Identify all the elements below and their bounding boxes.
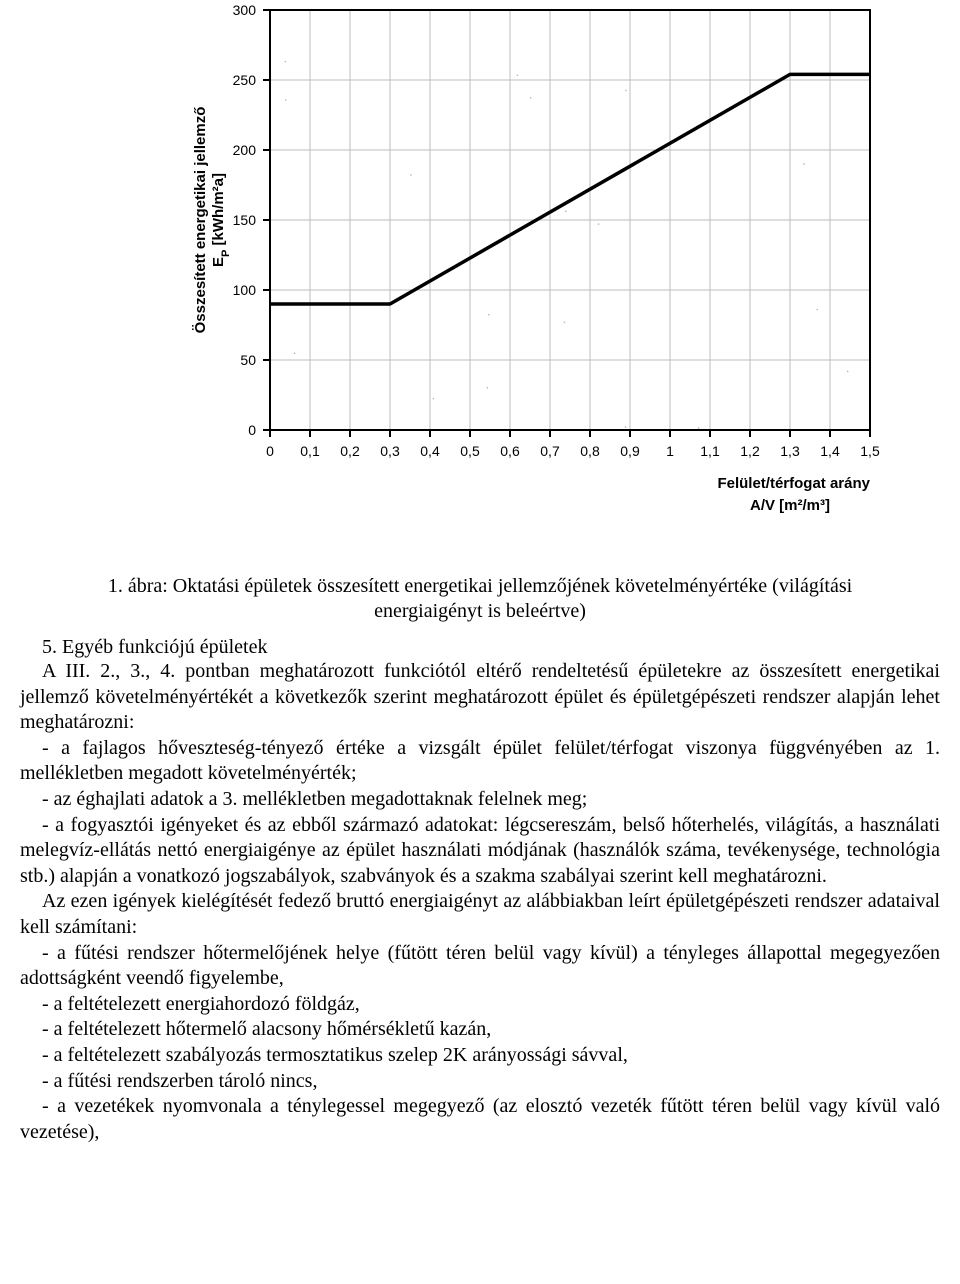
svg-text:Összesített energetikai jellem: Összesített energetikai jellemző — [192, 107, 209, 334]
svg-text:0,3: 0,3 — [380, 443, 400, 459]
svg-text:0,2: 0,2 — [340, 443, 360, 459]
svg-text:0,8: 0,8 — [580, 443, 600, 459]
svg-text:100: 100 — [233, 282, 257, 298]
svg-text:0,5: 0,5 — [460, 443, 480, 459]
energy-line-chart: 0 0,1 0,2 0,3 0,4 0,5 0,6 0,7 0,8 0,9 1 1,1 1,2 1,3 1,… — [70, 0, 890, 560]
svg-text:EP [kWh/m²a]: EP [kWh/m²a] — [210, 173, 232, 267]
svg-text:0,7: 0,7 — [540, 443, 560, 459]
bullet-c3: - a feltételezett hőtermelő alacsony hőm… — [20, 1017, 940, 1043]
bullet-2: - az éghajlati adatok a 3. mellékletben … — [20, 787, 940, 813]
chart-container: 0 0,1 0,2 0,3 0,4 0,5 0,6 0,7 0,8 0,9 1 1,1 1,2 1,3 1,… — [20, 0, 940, 560]
svg-text:1,4: 1,4 — [820, 443, 840, 459]
bullet-c1: - a fűtési rendszer hőtermelőjének helye… — [20, 941, 940, 992]
svg-text:1: 1 — [666, 443, 674, 459]
svg-text:Felület/térfogat arány: Felület/térfogat arány — [717, 475, 870, 492]
document-page: 0 0,1 0,2 0,3 0,4 0,5 0,6 0,7 0,8 0,9 1 1,1 1,2 1,3 1,… — [0, 0, 960, 1175]
svg-text:150: 150 — [233, 212, 257, 228]
figure-caption: 1. ábra: Oktatási épületek összesített e… — [20, 574, 940, 624]
svg-text:1,1: 1,1 — [700, 443, 720, 459]
bullet-1: - a fajlagos hőveszteség-tényező értéke … — [20, 736, 940, 787]
caption-line-1: 1. ábra: Oktatási épületek összesített e… — [108, 575, 852, 597]
svg-text:1,3: 1,3 — [780, 443, 800, 459]
svg-text:0,9: 0,9 — [620, 443, 640, 459]
svg-text:A/V [m²/m³]: A/V [m²/m³] — [750, 497, 830, 514]
svg-text:250: 250 — [233, 72, 257, 88]
svg-text:200: 200 — [233, 142, 257, 158]
svg-text:0,1: 0,1 — [300, 443, 320, 459]
svg-text:300: 300 — [233, 2, 257, 18]
section-title: 5. Egyéb funkciójú épületek — [20, 636, 940, 659]
svg-text:0: 0 — [248, 422, 256, 438]
caption-line-2: energiaigényt is beleértve) — [374, 600, 586, 622]
svg-text:0,6: 0,6 — [500, 443, 520, 459]
bullet-3: - a fogyasztói igényeket és az ebből szá… — [20, 813, 940, 890]
bullet-c6: - a vezetékek nyomvonala a ténylegessel … — [20, 1094, 940, 1145]
para-intro: A III. 2., 3., 4. pontban meghatározott … — [20, 659, 940, 736]
body-text: A III. 2., 3., 4. pontban meghatározott … — [20, 659, 940, 1145]
bullet-c5: - a fűtési rendszerben tároló nincs, — [20, 1069, 940, 1095]
svg-text:1,5: 1,5 — [860, 443, 880, 459]
svg-text:0: 0 — [266, 443, 274, 459]
para-2: Az ezen igények kielégítését fedező brut… — [20, 889, 940, 940]
bullet-c4: - a feltételezett szabályozás termosztat… — [20, 1043, 940, 1069]
svg-text:50: 50 — [240, 352, 256, 368]
bullet-c2: - a feltételezett energiahordozó földgáz… — [20, 992, 940, 1018]
svg-text:0,4: 0,4 — [420, 443, 440, 459]
svg-text:1,2: 1,2 — [740, 443, 760, 459]
